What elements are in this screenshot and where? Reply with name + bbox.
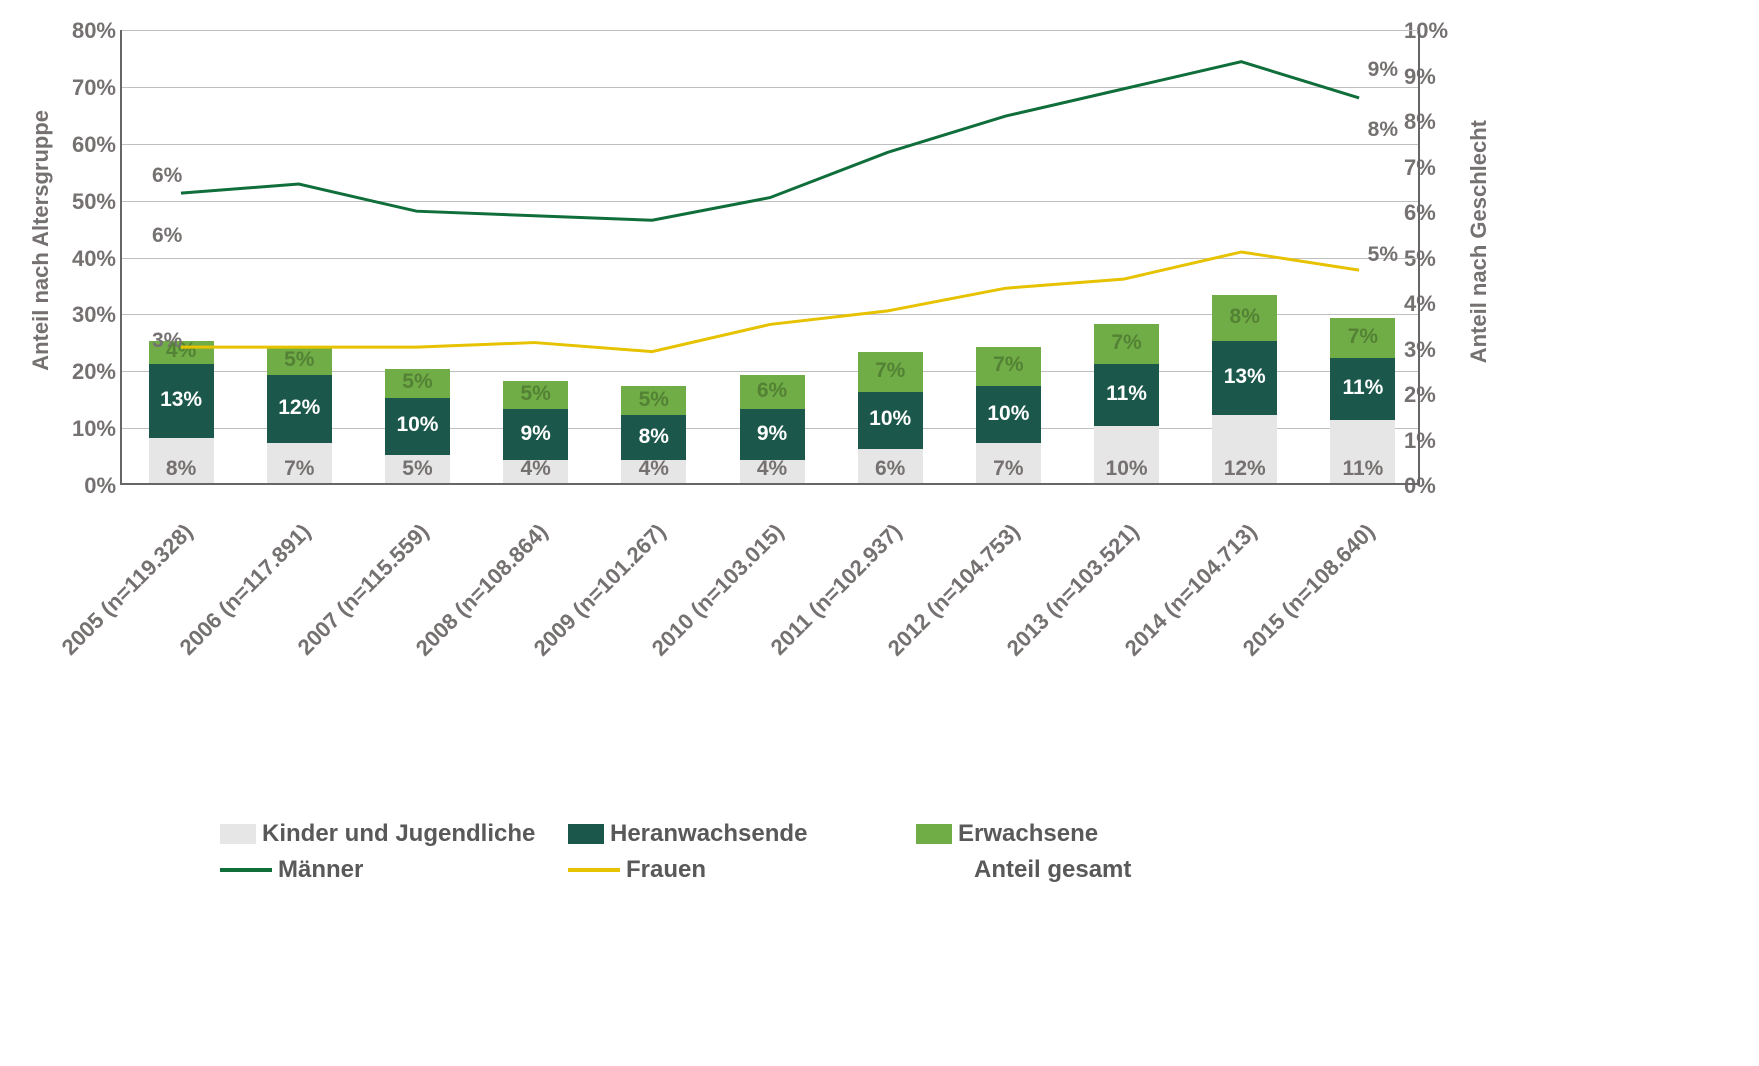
bar-segment — [976, 386, 1041, 443]
x-tick-label: 2008 (n=108.864) — [351, 519, 553, 721]
legend-swatch — [916, 824, 952, 844]
legend-item: Männer — [220, 856, 540, 884]
bar-segment — [1094, 364, 1159, 427]
legend: Kinder und Jugendliche Heranwachsende Erwa… — [220, 820, 1420, 892]
legend-line-swatch — [220, 868, 272, 872]
x-tick-label: 2007 (n=115.559) — [232, 519, 434, 721]
x-tick-label: 2013 (n=103.521) — [941, 519, 1143, 721]
bar-segment — [976, 443, 1041, 483]
legend-swatch — [568, 824, 604, 844]
legend-row-lines: Männer Frauen Anteil gesamt — [220, 856, 1420, 884]
bar-segment — [1212, 341, 1277, 415]
bar-segment — [858, 392, 923, 449]
x-tick-label: 2014 (n=104.713) — [1060, 519, 1262, 721]
x-axis-labels: 2005 (n=119.328)2006 (n=117.891)2007 (n=… — [120, 495, 1420, 815]
bar-segment — [858, 449, 923, 483]
bar-segment — [149, 364, 214, 438]
legend-label: Frauen — [626, 856, 706, 884]
legend-swatch — [220, 824, 256, 844]
bar-segment — [1330, 420, 1395, 483]
chart-container: Anteil nach Altersgruppe Anteil nach Ges… — [20, 20, 1500, 925]
legend-item: Frauen — [568, 856, 888, 884]
bar-segment — [740, 460, 805, 483]
y-tick-left: 0% — [68, 473, 116, 499]
y-axis-right-label: Anteil nach Geschlecht — [1466, 120, 1492, 363]
bar-segment — [1094, 426, 1159, 483]
bar-segment — [385, 398, 450, 455]
x-tick-label: 2006 (n=117.891) — [114, 519, 316, 721]
bar-segment — [503, 381, 568, 409]
bar-segment — [621, 415, 686, 461]
bar-segment — [1212, 415, 1277, 483]
bar-segment — [740, 409, 805, 460]
bar-segment — [267, 347, 332, 375]
bar-segment — [149, 341, 214, 364]
x-tick-label: 2015 (n=108.640) — [1178, 519, 1380, 721]
legend-item: Erwachsene — [916, 820, 1236, 848]
bar-segment — [267, 375, 332, 443]
legend-label: Erwachsene — [958, 820, 1098, 848]
bar-segment — [503, 460, 568, 483]
legend-label: Kinder und Jugendliche — [262, 820, 535, 848]
bar-segment — [621, 460, 686, 483]
y-tick-left: 10% — [68, 416, 116, 442]
legend-label: Anteil gesamt — [974, 856, 1131, 884]
y-tick-left: 50% — [68, 189, 116, 215]
bar-segment — [1212, 295, 1277, 341]
y-tick-left: 70% — [68, 75, 116, 101]
bar-segment — [267, 443, 332, 483]
y-tick-left: 20% — [68, 359, 116, 385]
bar-segment — [149, 438, 214, 484]
x-tick-label: 2009 (n=101.267) — [469, 519, 671, 721]
legend-item: Kinder und Jugendliche — [220, 820, 540, 848]
y-tick-left: 40% — [68, 246, 116, 272]
legend-label: Heranwachsende — [610, 820, 807, 848]
legend-row-bars: Kinder und Jugendliche Heranwachsende Erwa… — [220, 820, 1420, 848]
bar-segment — [503, 409, 568, 460]
x-tick-label: 2005 (n=119.328) — [0, 519, 198, 721]
bar-segment — [1330, 318, 1395, 358]
bar-stack-group: 8%13%4%7%12%5%5%10%5%4%9%5%4%8%5%4%9%6%6… — [122, 30, 1418, 483]
legend-item: Heranwachsende — [568, 820, 888, 848]
y-tick-left: 80% — [68, 18, 116, 44]
legend-line-swatch — [568, 868, 620, 872]
bar-segment — [1330, 358, 1395, 421]
bar-segment — [976, 347, 1041, 387]
y-tick-left: 30% — [68, 302, 116, 328]
x-tick-label: 2011 (n=102.937) — [705, 519, 907, 721]
bar-segment — [740, 375, 805, 409]
y-tick-left: 60% — [68, 132, 116, 158]
y-axis-left-label: Anteil nach Altersgruppe — [28, 110, 54, 371]
bar-segment — [385, 369, 450, 397]
bar-segment — [1094, 324, 1159, 364]
legend-item: Anteil gesamt — [916, 856, 1236, 884]
legend-label: Männer — [278, 856, 363, 884]
x-tick-label: 2012 (n=104.753) — [823, 519, 1025, 721]
x-tick-label: 2010 (n=103.015) — [587, 519, 789, 721]
plot-area: 8%13%4%7%12%5%5%10%5%4%9%5%4%8%5%4%9%6%6… — [120, 30, 1420, 485]
bar-segment — [858, 352, 923, 392]
bar-segment — [385, 455, 450, 483]
bar-segment — [621, 386, 686, 414]
